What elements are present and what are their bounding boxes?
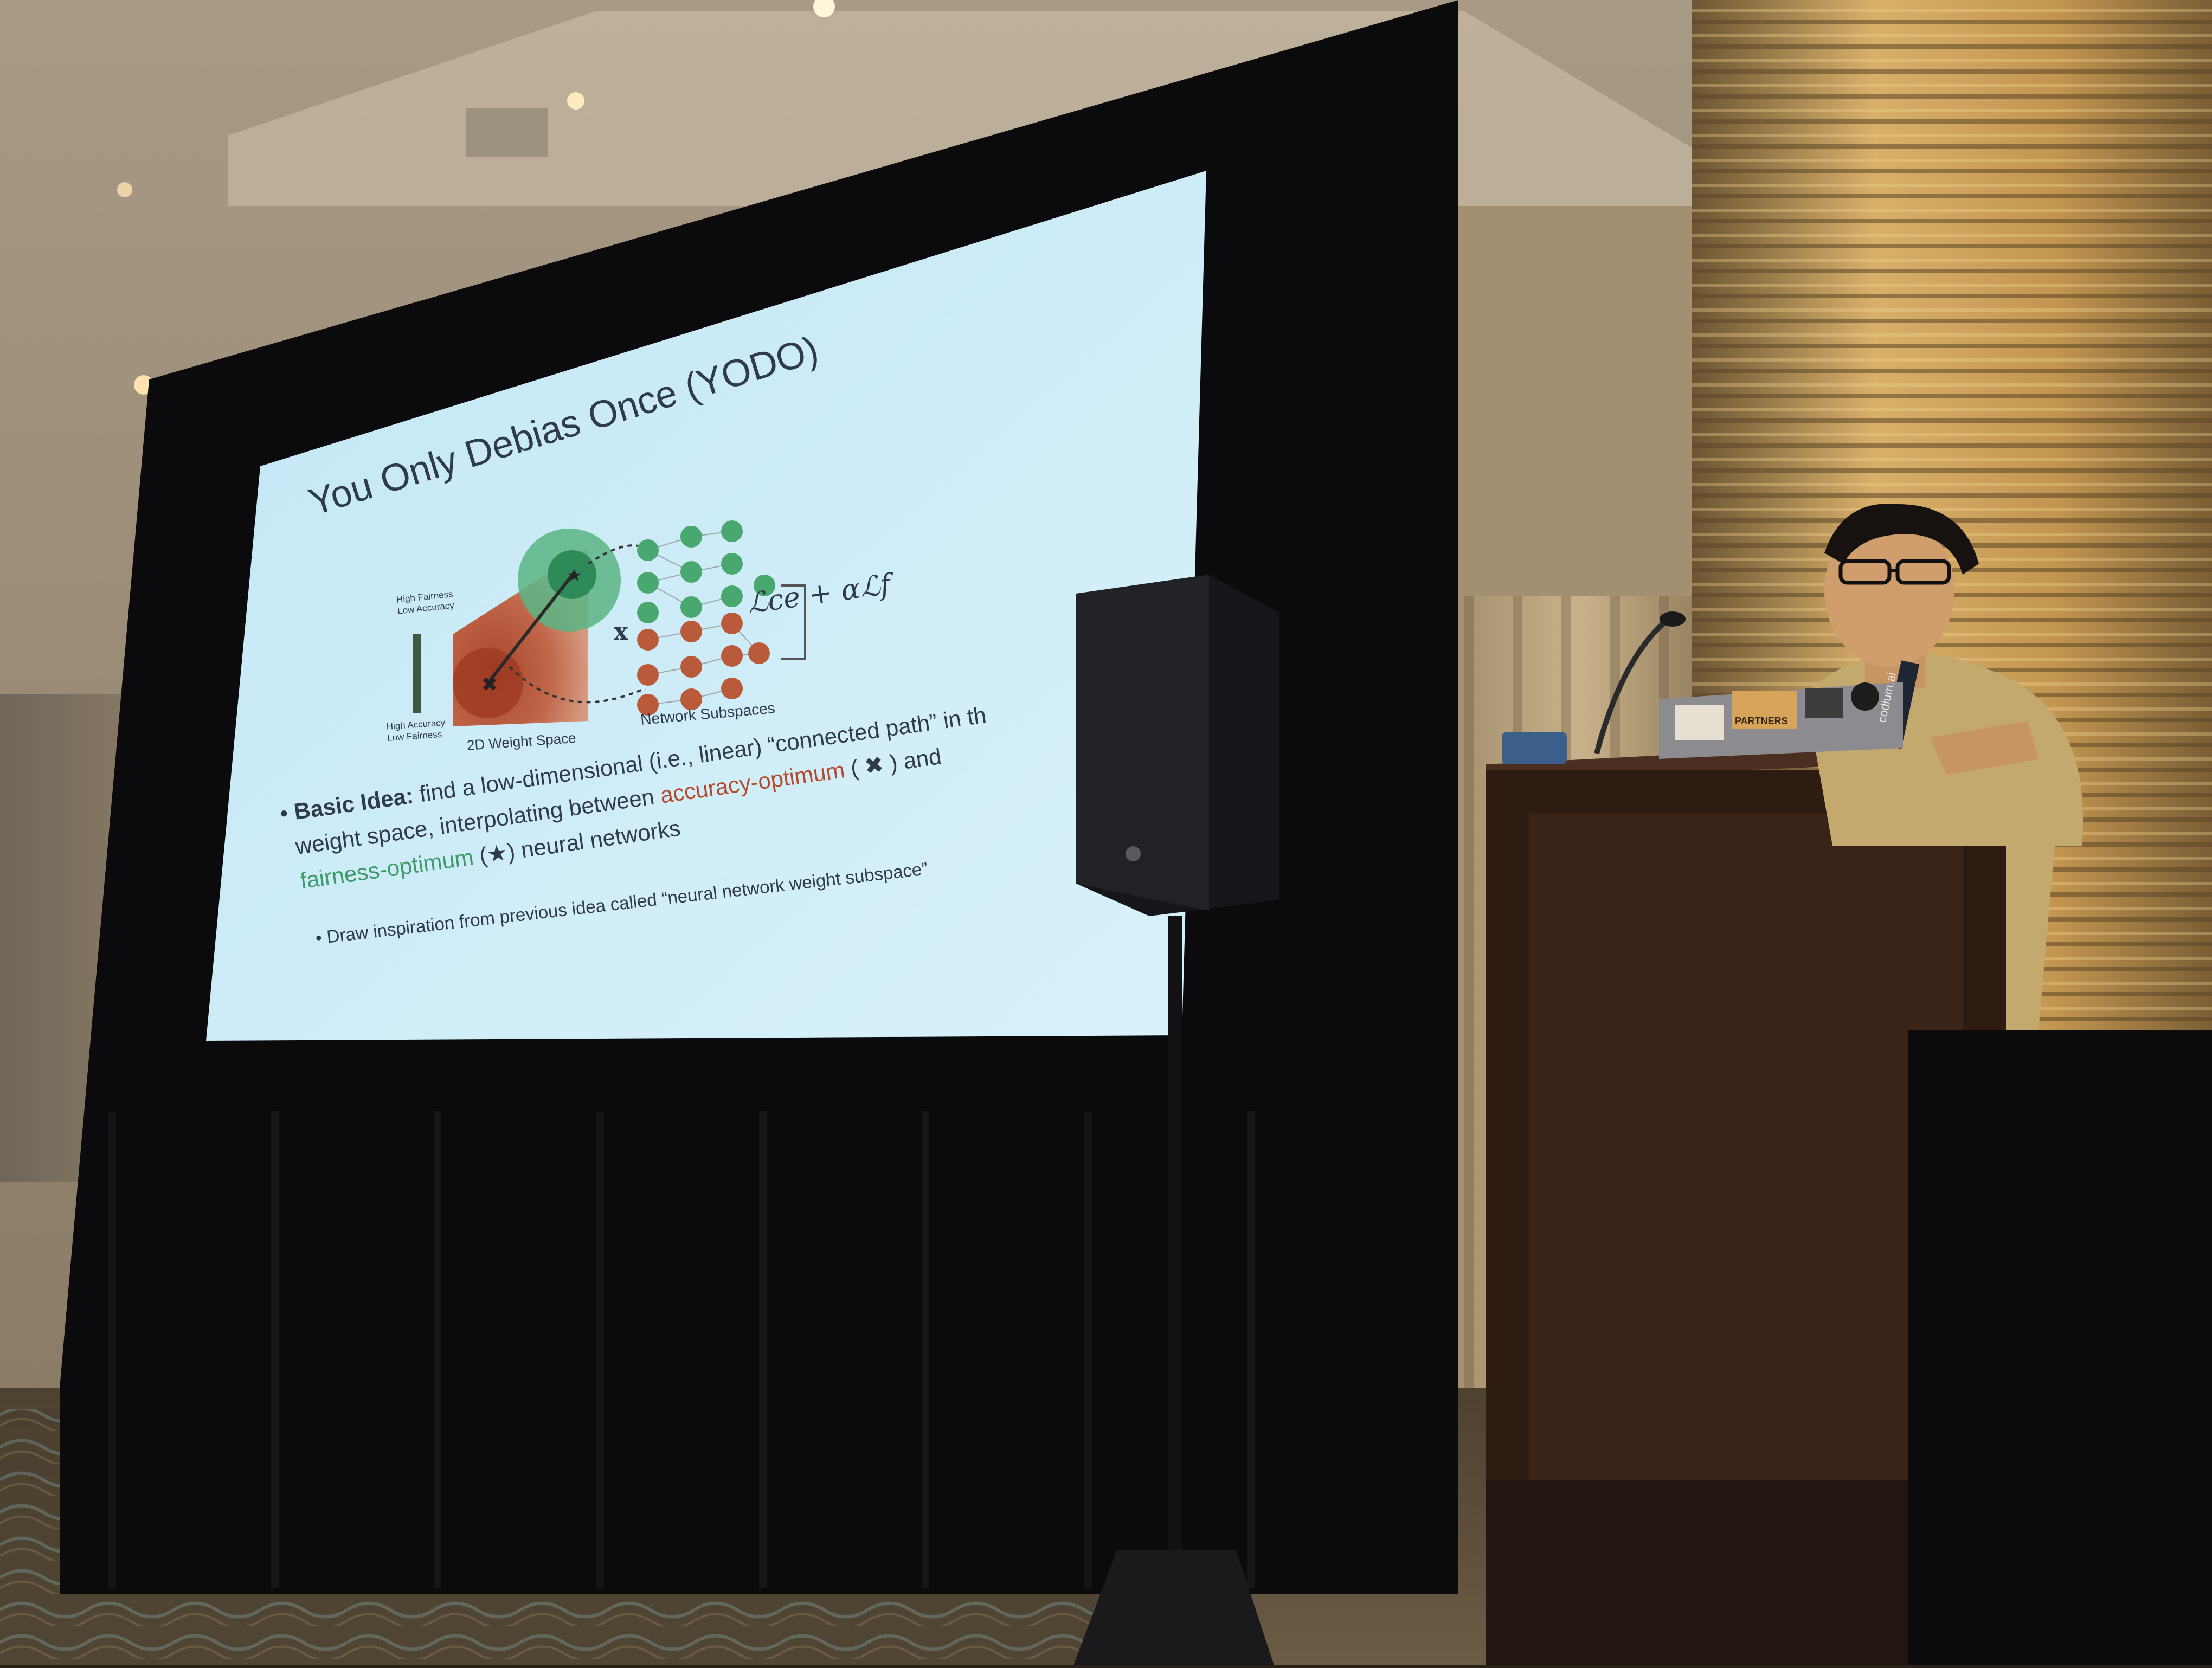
laptop-sticker	[1805, 688, 1843, 718]
back-wall-right	[1437, 206, 1740, 607]
speaker-stand-pole	[1168, 916, 1182, 1556]
laptop-sticker	[1732, 691, 1797, 729]
network-subspaces	[637, 520, 806, 716]
laptop	[1659, 682, 1903, 759]
high-accuracy-label: High Accuracy Low Fairness	[386, 717, 446, 743]
presenter-face	[1824, 515, 1954, 667]
pa-speaker	[1073, 575, 1279, 1665]
podium-skirt	[1908, 1030, 2212, 1665]
laptop-sticker-text: PARTNERS	[1735, 716, 1788, 726]
microphone-head	[1660, 611, 1686, 627]
laptop-sticker	[1675, 705, 1724, 740]
drape-folds	[108, 1111, 1255, 1588]
accuracy-optimum-marker: ✖	[481, 674, 498, 696]
laptop-sticker	[1851, 682, 1879, 711]
accuracy-fairness-bar	[413, 634, 421, 713]
presenter-hair	[1824, 504, 1979, 575]
projection-screen	[206, 171, 1206, 1041]
presenter-hand	[1930, 721, 2039, 775]
arrow-to-network-bottom	[509, 666, 646, 704]
ceiling-light	[117, 182, 132, 197]
microphone-gooseneck	[1594, 620, 1667, 755]
speaker-stand-base	[1073, 1550, 1274, 1665]
input-x-label: x	[614, 618, 628, 646]
cup	[1502, 732, 1567, 764]
weight-space-plot: ✖ ★	[453, 529, 621, 726]
connected-path-line	[486, 571, 576, 684]
podium	[1486, 737, 2212, 1665]
fairness-optimum-marker: ★	[567, 565, 582, 585]
ceiling-light	[567, 92, 584, 110]
ceiling-light	[813, 0, 835, 17]
ceiling-vent	[466, 108, 548, 157]
